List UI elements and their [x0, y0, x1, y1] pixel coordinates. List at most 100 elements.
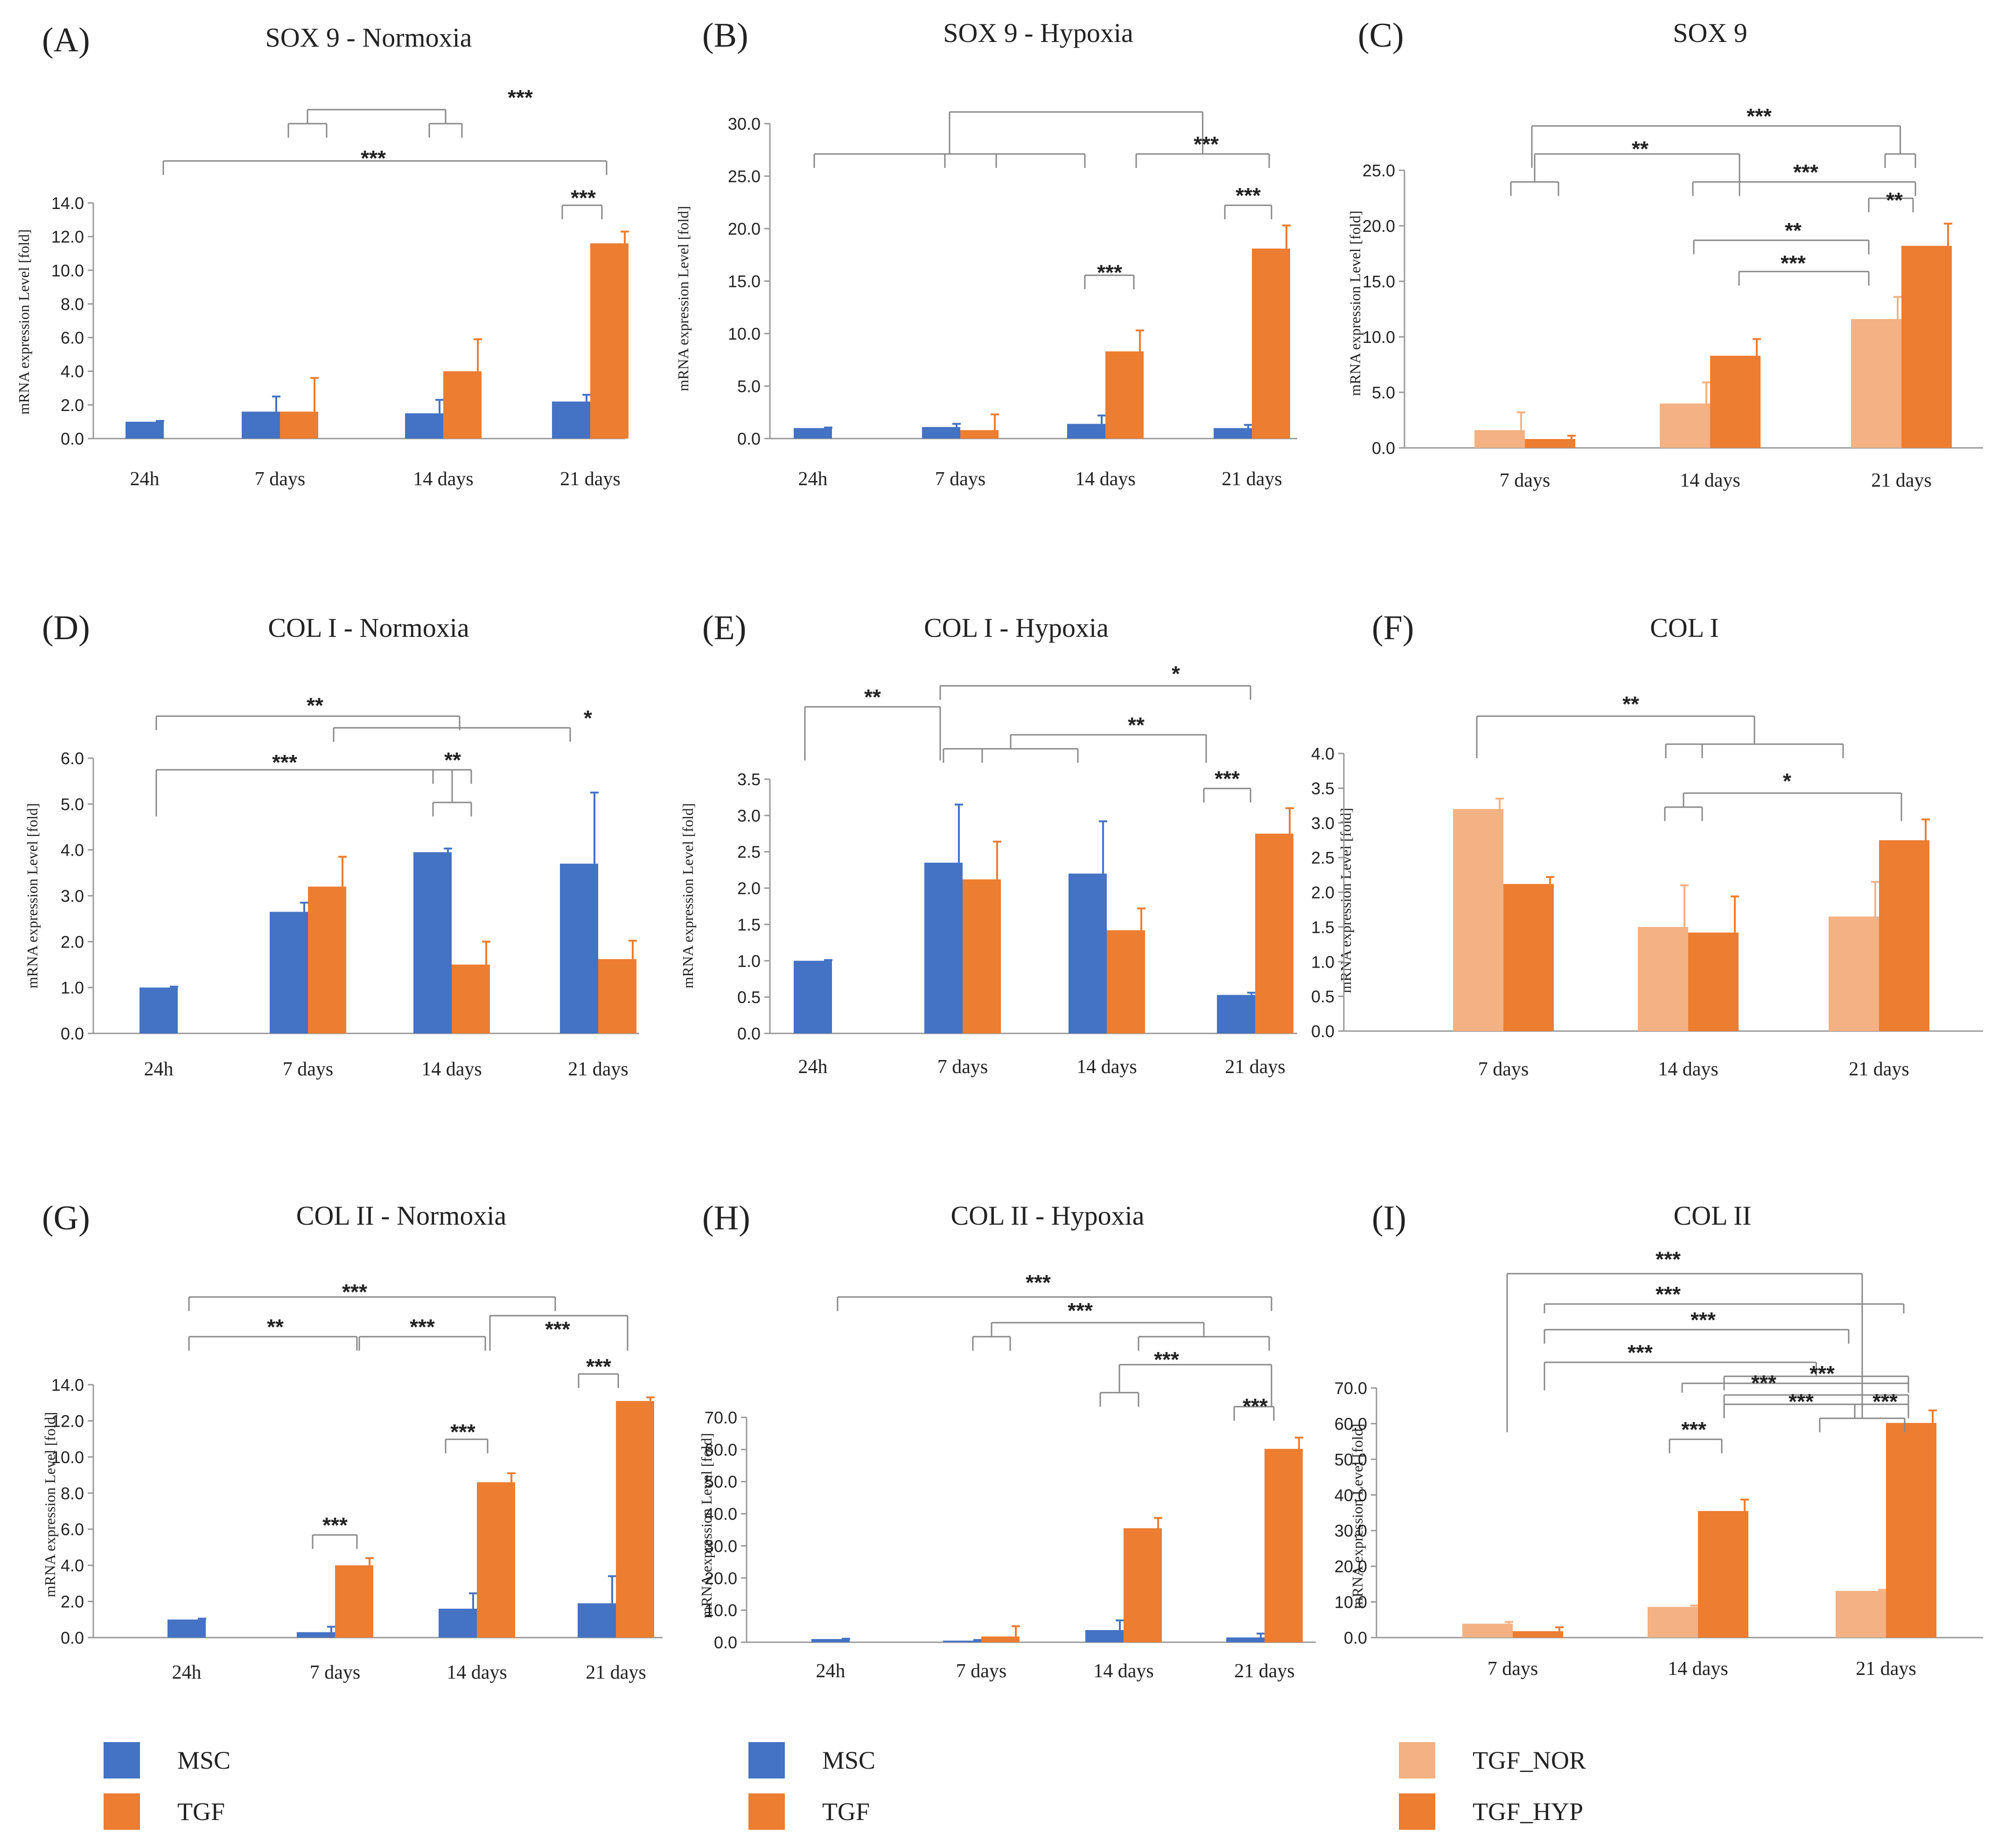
y-tick-label: 6.0 [61, 749, 84, 768]
bar-tgf-nor [1836, 1590, 1886, 1638]
significance-bracket: *** [1681, 1361, 1909, 1393]
chart-panel-a: (A) SOX 9 - Normoxia mRNA expression Level… [15, 21, 629, 490]
bar-msc [811, 1639, 850, 1642]
bar-msc [1067, 424, 1105, 439]
chart-panel-e: (E) COL I - Hypoxia mRNA expression Level … [679, 609, 1297, 1078]
y-tick-label: 1.5 [737, 915, 761, 934]
bar-msc [794, 961, 832, 1033]
significance-bracket: *** [1723, 1389, 1856, 1418]
y-axis-label: mRNA expression Level [fold] [15, 229, 32, 414]
y-tick-label: 8.0 [61, 294, 84, 314]
y-tick-label: 3.0 [737, 806, 761, 825]
significance-bracket: ** [188, 1315, 358, 1351]
legend-item: TGF [104, 1786, 231, 1837]
significance-bracket: *** [1692, 160, 1916, 196]
significance-label: *** [1781, 251, 1806, 275]
y-tick-label: 0.0 [61, 429, 84, 448]
significance-label: *** [1215, 767, 1240, 791]
y-tick-label: 6.0 [61, 328, 84, 348]
x-tick-label: 7 days [937, 1056, 988, 1078]
x-tick-label: 21 days [1225, 1056, 1285, 1078]
x-tick-label: 14 days [413, 468, 474, 490]
bar-tgf-nor [1660, 403, 1710, 448]
y-tick-label: 0.0 [737, 1024, 761, 1043]
legend-label: MSC [822, 1746, 876, 1774]
x-tick-label: 21 days [586, 1662, 646, 1683]
panel-label: (D) [42, 609, 90, 647]
y-tick-label: 60.0 [705, 1440, 737, 1459]
bar-tgf [280, 411, 318, 439]
x-tick-label: 7 days [956, 1660, 1007, 1682]
y-tick-label: 0.0 [61, 1024, 84, 1043]
y-tick-label: 14.0 [51, 194, 84, 213]
bar-msc [439, 1609, 477, 1638]
x-tick-label: 7 days [255, 468, 306, 490]
bar-msc [242, 411, 280, 439]
y-tick-label: 10.0 [705, 1601, 737, 1620]
x-tick-label: 24h [172, 1662, 202, 1683]
bar-tgf-hyp [1525, 439, 1575, 448]
significance-bracket: *** [1544, 1282, 1905, 1313]
chart-panel-c: (C) SOX 9 mRNA expression Level [fold] 0.0 5… [1347, 16, 1983, 491]
bar-msc [794, 428, 832, 439]
x-tick-label: 7 days [1488, 1658, 1538, 1680]
significance-label: ** [1785, 218, 1802, 243]
bar-tgf [443, 371, 482, 439]
significance-label: *** [1243, 1394, 1268, 1418]
significance-bracket: *** [162, 146, 608, 175]
x-tick-label: 7 days [1478, 1059, 1529, 1080]
legend-item: TGF_NOR [1399, 1735, 1586, 1786]
x-tick-label: 14 days [1658, 1059, 1719, 1080]
legend-label: TGF_HYP [1473, 1798, 1584, 1826]
significance-label: *** [410, 1315, 435, 1339]
significance-bracket: ** [155, 693, 461, 730]
significance-label: *** [1751, 1371, 1776, 1395]
y-axis-label: mRNA expression Level [fold] [24, 803, 41, 988]
bar-msc [297, 1632, 335, 1638]
legend-swatch-msc [748, 1742, 785, 1778]
y-tick-label: 10.0 [728, 324, 761, 343]
bar-msc [126, 421, 164, 439]
significance-bracket: *** [1233, 1394, 1275, 1421]
significance-bracket: *** [1544, 1308, 1850, 1344]
chart-title: SOX 9 - Hypoxia [943, 18, 1133, 48]
significance-bracket: ** [804, 685, 941, 760]
y-tick-label: 3.5 [737, 770, 761, 789]
y-tick-label: 8.0 [61, 1484, 84, 1503]
significance-bracket: * [1664, 769, 1902, 821]
y-tick-label: 0.0 [1311, 1022, 1334, 1041]
significance-bracket: *** [1738, 251, 1870, 286]
y-tick-label: 3.0 [1311, 814, 1334, 833]
panel-label: (F) [1372, 609, 1414, 647]
y-tick-label: 4.0 [61, 841, 84, 860]
bar-msc [270, 912, 308, 1033]
bar-tgf [1264, 1449, 1303, 1642]
significance-label: * [584, 706, 592, 730]
significance-bracket: ** [1510, 137, 1740, 196]
chart-title: COL II - Normoxia [296, 1200, 506, 1231]
significance-label: *** [1788, 1389, 1814, 1414]
significance-bracket: *** [561, 186, 603, 219]
y-tick-label: 0.0 [737, 429, 761, 448]
significance-label: *** [1656, 1247, 1681, 1271]
significance-bracket: *** [1506, 1247, 1906, 1432]
bar-tgf [963, 879, 1001, 1033]
significance-label: *** [571, 186, 596, 210]
chart-panel-h: (H) COL II - Hypoxia mRNA expression Level… [698, 1199, 1316, 1682]
x-tick-label: 21 days [1871, 470, 1932, 491]
y-tick-label: 1.0 [737, 951, 761, 970]
significance-bracket: *** [837, 1270, 1272, 1311]
significance-label: *** [1747, 104, 1772, 128]
legend-item: TGF_HYP [1399, 1786, 1586, 1837]
x-tick-label: 14 days [1668, 1658, 1728, 1680]
bar-tgf-hyp [1710, 356, 1760, 448]
y-tick-label: 4.0 [1311, 744, 1334, 763]
x-tick-label: 24h [816, 1660, 845, 1682]
y-tick-label: 0.5 [1311, 987, 1334, 1006]
y-tick-label: 1.0 [61, 978, 84, 997]
panel-label: (H) [702, 1199, 750, 1237]
y-tick-label: 20.0 [1334, 1557, 1367, 1576]
chart-title: COL II - Hypoxia [950, 1200, 1144, 1231]
y-tick-label: 5.0 [61, 795, 84, 814]
legend-swatch-tgf [748, 1793, 785, 1830]
